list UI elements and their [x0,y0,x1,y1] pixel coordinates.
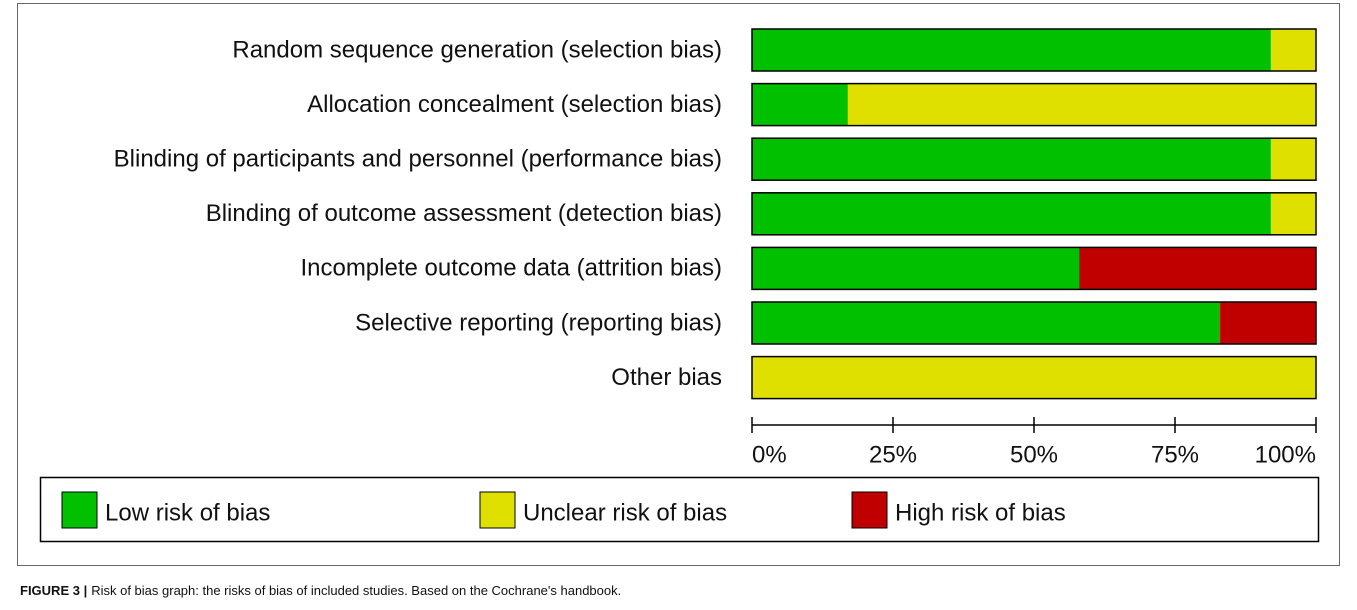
legend-swatch [851,491,888,529]
x-tick-label: 25% [869,441,917,468]
caption-label: FIGURE 3 | [20,583,87,598]
bar-segment [752,138,1271,181]
legend-label: High risk of bias [895,499,1066,526]
category-label: Blinding of outcome assessment (detectio… [206,200,722,227]
bar-segment [752,192,1271,235]
bar-outline [751,137,1317,181]
bar-segment [752,247,1080,290]
bar-segment [752,29,1271,71]
bar-segment [1270,192,1316,235]
bar-outline [751,28,1317,72]
caption: FIGURE 3 | Risk of bias graph: the risks … [20,583,621,598]
bar-outline [751,301,1317,345]
x-tick-label: 75% [1151,441,1199,468]
legend-swatch [479,491,516,529]
bar-segment [752,83,848,126]
caption-text: Risk of bias graph: the risks of bias of… [91,583,621,598]
bar-segment [1220,302,1316,344]
legend-label: Low risk of bias [105,499,270,526]
bar-segment [1270,138,1316,181]
bar-outline [751,355,1317,400]
category-label: Allocation concealment (selection bias) [307,91,722,118]
bar-outline [751,192,1317,236]
bar-outline [751,82,1317,127]
bar-segment [752,356,1316,399]
x-tick-label: 50% [1010,441,1058,468]
bar-segment [847,83,1316,126]
category-label: Selective reporting (reporting bias) [355,309,722,336]
category-label: Incomplete outcome data (attrition bias) [300,255,722,282]
x-tick-label: 100% [1255,441,1316,468]
category-label: Blinding of participants and personnel (… [114,146,722,173]
legend-box [39,476,1320,543]
category-label: Random sequence generation (selection bi… [232,36,722,63]
bar-segment [1270,29,1316,71]
x-tick-label: 0% [752,441,787,468]
category-label: Other bias [611,364,722,391]
bar-segment [752,302,1221,344]
legend-label: Unclear risk of bias [523,499,727,526]
figure-frame [17,3,1340,566]
legend-swatch [61,491,98,529]
bar-segment [1079,247,1316,290]
bar-outline [751,246,1317,291]
